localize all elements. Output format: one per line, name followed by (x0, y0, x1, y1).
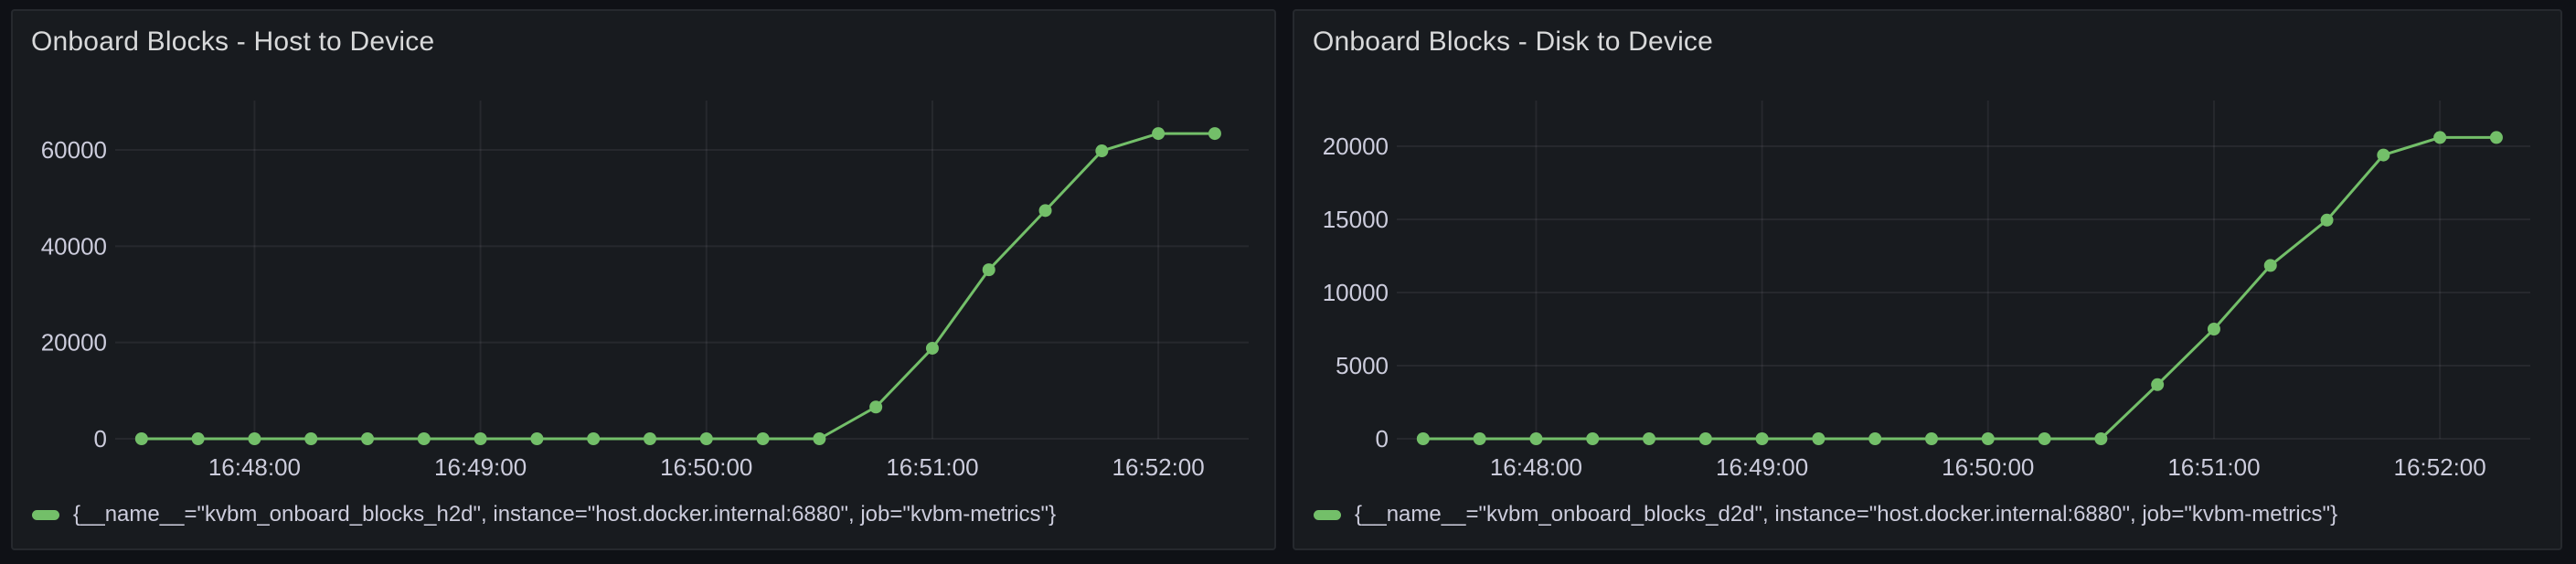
x-axis-tick-label: 16:52:00 (1112, 453, 1205, 481)
legend-series-swatch[interactable] (32, 509, 59, 520)
data-point[interactable] (813, 432, 826, 445)
data-point[interactable] (1698, 432, 1712, 445)
data-point[interactable] (1529, 432, 1543, 445)
data-point[interactable] (134, 432, 148, 445)
data-point[interactable] (1152, 127, 1166, 141)
data-point[interactable] (643, 432, 656, 445)
x-axis-tick-label: 16:48:00 (1490, 453, 1582, 481)
data-point[interactable] (2263, 259, 2277, 272)
y-axis-tick-label: 5000 (1336, 352, 1389, 379)
legend-series-swatch[interactable] (1314, 509, 1341, 520)
legend-series-label[interactable]: {__name__="kvbm_onboard_blocks_h2d", ins… (73, 502, 1057, 527)
data-point[interactable] (1924, 432, 1938, 445)
data-point[interactable] (361, 432, 375, 445)
data-point[interactable] (2489, 131, 2503, 144)
data-point[interactable] (248, 432, 261, 445)
panel-title: Onboard Blocks - Host to Device (31, 27, 435, 57)
data-point[interactable] (1755, 432, 1769, 445)
data-point[interactable] (474, 432, 487, 445)
x-axis-tick-label: 16:50:00 (660, 453, 752, 481)
data-point[interactable] (2038, 432, 2051, 445)
x-axis-tick-label: 16:50:00 (1942, 453, 2034, 481)
y-axis-tick-label: 15000 (1323, 206, 1389, 233)
data-point[interactable] (304, 432, 318, 445)
legend-series-label[interactable]: {__name__="kvbm_onboard_blocks_d2d", ins… (1355, 502, 2338, 527)
data-point[interactable] (699, 432, 713, 445)
series-line (140, 132, 1217, 441)
panel-onboard-blocks-disk-to-device: Onboard Blocks - Disk to Device 0 5000 100… (1293, 9, 2562, 550)
y-axis-tick-label: 20000 (41, 329, 107, 356)
chart-canvas[interactable]: 0 20000 40000 60000 16:48:00 16:49:00 16:50:00… (13, 11, 1274, 548)
data-point[interactable] (417, 432, 431, 445)
data-point[interactable] (2377, 148, 2390, 162)
data-point[interactable] (1038, 204, 1052, 218)
data-point[interactable] (587, 432, 601, 445)
y-axis-tick-label: 60000 (41, 136, 107, 164)
x-axis-tick-label: 16:52:00 (2394, 453, 2486, 481)
data-point[interactable] (1473, 432, 1486, 445)
x-axis-tick-label: 16:49:00 (1716, 453, 1808, 481)
data-point[interactable] (1586, 432, 1600, 445)
data-point[interactable] (1868, 432, 1882, 445)
panel-title: Onboard Blocks - Disk to Device (1313, 27, 1714, 57)
x-axis-tick-label: 16:49:00 (434, 453, 527, 481)
data-point[interactable] (530, 432, 544, 445)
data-point[interactable] (2207, 323, 2220, 335)
data-point[interactable] (1981, 432, 1995, 445)
data-point[interactable] (869, 400, 883, 414)
y-axis-tick-label: 0 (94, 425, 107, 452)
legend: {__name__="kvbm_onboard_blocks_h2d", ins… (32, 502, 1056, 527)
data-point[interactable] (2320, 213, 2334, 227)
data-point[interactable] (982, 263, 995, 277)
data-point[interactable] (1416, 432, 1430, 445)
legend: {__name__="kvbm_onboard_blocks_d2d", ins… (1314, 502, 2337, 527)
data-point[interactable] (1812, 432, 1826, 445)
data-point[interactable] (2433, 131, 2447, 144)
series-line (1421, 135, 2498, 441)
y-axis-tick-label: 10000 (1323, 279, 1389, 306)
data-point[interactable] (2094, 432, 2108, 445)
data-point[interactable] (925, 341, 939, 355)
y-axis-tick-label: 0 (1376, 425, 1389, 452)
y-axis-tick-label: 20000 (1323, 133, 1389, 160)
data-point[interactable] (1643, 432, 1656, 445)
data-point[interactable] (2151, 378, 2165, 391)
data-point[interactable] (756, 432, 770, 445)
data-point[interactable] (1208, 127, 1221, 141)
y-axis-tick-label: 40000 (41, 232, 107, 260)
chart-canvas[interactable]: 0 5000 10000 15000 20000 16:48:00 16:49:00 16:5… (1294, 11, 2560, 548)
panel-onboard-blocks-host-to-device: Onboard Blocks - Host to Device 0 20000 40… (11, 9, 1276, 550)
data-point[interactable] (191, 432, 205, 445)
x-axis-tick-label: 16:48:00 (208, 453, 301, 481)
x-axis-tick-label: 16:51:00 (886, 453, 978, 481)
x-axis-tick-label: 16:51:00 (2167, 453, 2260, 481)
data-point[interactable] (1095, 144, 1109, 158)
